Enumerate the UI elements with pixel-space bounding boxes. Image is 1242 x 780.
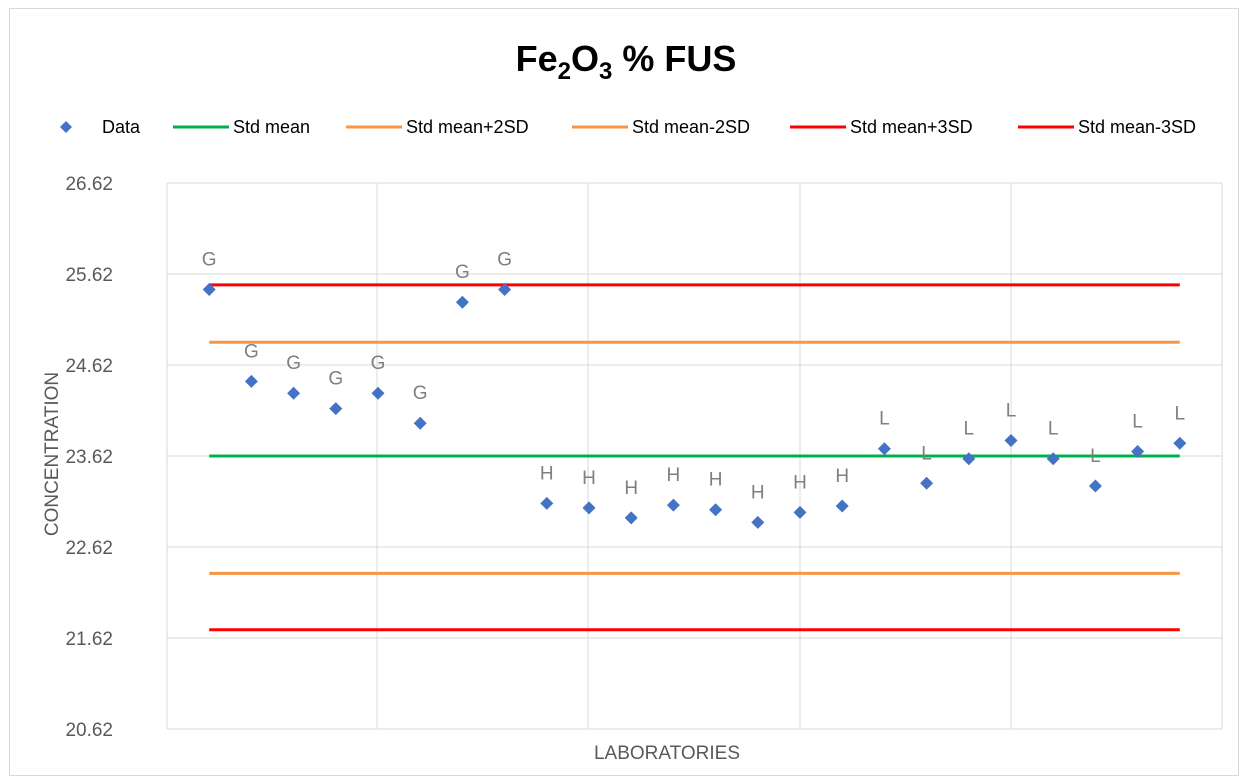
y-tick-label: 20.62	[65, 720, 113, 741]
data-point-label: H	[793, 472, 807, 493]
data-point	[371, 386, 385, 400]
data-point-label: H	[667, 465, 681, 486]
y-tick-label: 22.62	[65, 538, 113, 559]
legend-marker	[60, 121, 72, 133]
data-point-label: L	[1048, 419, 1059, 440]
data-point-label: G	[244, 341, 259, 362]
data-point	[202, 282, 216, 296]
data-point	[1088, 479, 1102, 493]
data-point-label: G	[328, 369, 343, 390]
reference-lines	[209, 283, 1180, 632]
data-point-label: L	[1090, 446, 1101, 467]
chart-title: Fe2O3 % FUS	[516, 38, 737, 85]
data-point-label: L	[921, 443, 932, 464]
legend-label: Std mean+3SD	[850, 117, 973, 137]
y-tick-labels: 20.62 21.62 22.62 23.62 24.62 25.62 26.62	[65, 174, 113, 741]
data-point	[287, 386, 301, 400]
legend-label: Std mean	[233, 117, 310, 137]
y-tick-label: 25.62	[65, 265, 113, 286]
y-tick-label: 26.62	[65, 174, 113, 195]
title-part-rest: % FUS	[612, 38, 736, 79]
legend-label: Data	[102, 117, 141, 137]
data-point-label: H	[540, 463, 554, 484]
y-tick-label: 24.62	[65, 356, 113, 377]
title-part-fe: Fe	[516, 38, 558, 79]
data-point-label: G	[286, 353, 301, 374]
data-point-label: G	[202, 249, 217, 270]
data-point-label: L	[879, 409, 890, 430]
data-point-label: H	[709, 470, 723, 491]
chart-legend: Data Std mean Std mean+2SD Std mean-2SD Std …	[60, 117, 1196, 137]
data-point-label: L	[1175, 403, 1186, 424]
data-point	[751, 515, 765, 529]
data-point	[920, 476, 934, 490]
data-points: G G G G G G G G H H H H H H H H L L L L L L L L	[202, 249, 1187, 529]
data-point	[709, 503, 723, 517]
y-tick-label: 21.62	[65, 629, 113, 650]
data-point	[329, 402, 343, 416]
chart-svg: Fe2O3 % FUS Data Std mean Std mean+2SD Std …	[42, 38, 1223, 764]
data-point	[455, 295, 469, 309]
y-axis-title: CONCENTRATION	[42, 372, 63, 536]
data-point	[1046, 452, 1060, 466]
data-point-label: H	[582, 468, 596, 489]
data-point	[835, 499, 849, 513]
data-point	[877, 442, 891, 456]
data-point	[1173, 436, 1187, 450]
data-point-label: H	[751, 482, 765, 503]
data-point-label: H	[624, 478, 638, 499]
data-point	[1131, 444, 1145, 458]
title-sub-3: 3	[599, 58, 612, 85]
data-point	[540, 496, 554, 510]
data-point-label: G	[371, 353, 386, 374]
data-point-label: G	[455, 262, 470, 283]
data-point-label: L	[1132, 411, 1143, 432]
data-point-label: G	[497, 249, 512, 270]
data-point	[666, 498, 680, 512]
data-point	[244, 374, 258, 388]
data-point-label: G	[413, 383, 428, 404]
data-point	[793, 505, 807, 519]
data-point	[413, 416, 427, 430]
chart-frame: Fe2O3 % FUS Data Std mean Std mean+2SD Std …	[9, 8, 1239, 776]
legend-label: Std mean+2SD	[406, 117, 529, 137]
data-point-label: L	[1006, 401, 1017, 422]
legend-label: Std mean-3SD	[1078, 117, 1196, 137]
title-part-o: O	[571, 38, 599, 79]
data-point	[624, 511, 638, 525]
data-point	[962, 452, 976, 466]
data-point	[498, 282, 512, 296]
x-axis-title: LABORATORIES	[594, 743, 740, 764]
title-sub-2: 2	[558, 58, 571, 85]
data-point-label: H	[835, 466, 849, 487]
data-point	[582, 501, 596, 515]
data-point	[1004, 434, 1018, 448]
legend-label: Std mean-2SD	[632, 117, 750, 137]
y-tick-label: 23.62	[65, 447, 113, 468]
data-point-label: L	[964, 419, 975, 440]
